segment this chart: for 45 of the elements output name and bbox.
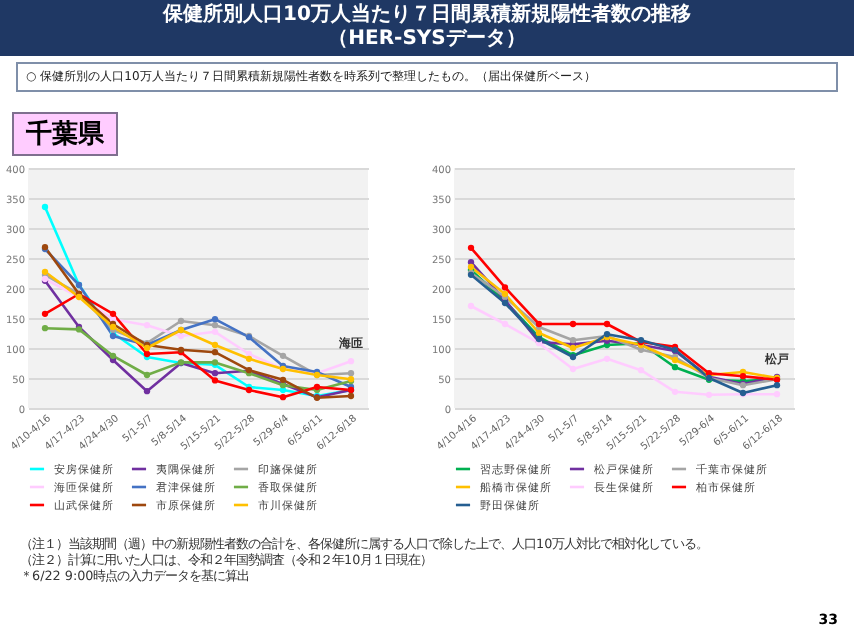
point bbox=[501, 320, 509, 328]
point bbox=[467, 302, 475, 310]
point bbox=[569, 320, 577, 328]
point bbox=[603, 320, 611, 328]
point bbox=[279, 376, 287, 383]
point bbox=[177, 317, 185, 325]
point bbox=[211, 349, 219, 356]
point bbox=[41, 325, 49, 332]
point bbox=[279, 386, 287, 394]
point bbox=[603, 355, 611, 362]
point bbox=[467, 259, 475, 266]
prefecture-label: 千葉県 bbox=[12, 112, 118, 156]
point bbox=[347, 358, 355, 365]
point bbox=[467, 244, 475, 251]
point bbox=[671, 388, 679, 395]
point bbox=[245, 355, 253, 362]
point bbox=[501, 284, 509, 291]
point bbox=[143, 388, 151, 395]
point bbox=[143, 322, 151, 329]
point bbox=[347, 392, 355, 400]
point bbox=[41, 310, 49, 317]
point bbox=[347, 370, 355, 377]
point bbox=[773, 382, 781, 389]
point bbox=[109, 352, 117, 359]
point bbox=[245, 350, 253, 358]
point bbox=[211, 377, 219, 384]
point bbox=[739, 373, 747, 380]
point bbox=[569, 365, 577, 373]
point bbox=[637, 346, 645, 353]
point bbox=[109, 310, 117, 317]
point bbox=[41, 203, 49, 211]
point bbox=[143, 371, 151, 379]
point bbox=[177, 332, 185, 340]
point bbox=[211, 370, 219, 377]
point bbox=[211, 322, 219, 329]
point bbox=[671, 364, 679, 371]
point bbox=[705, 391, 713, 398]
point bbox=[279, 352, 287, 359]
point bbox=[211, 341, 219, 349]
point bbox=[279, 394, 287, 401]
text: 保健所別人口10万人当たり７日間累積新規陽性者数の推移（HER-SYSデータ） bbox=[160, 4, 693, 52]
point bbox=[211, 316, 219, 323]
point bbox=[637, 367, 645, 374]
point bbox=[535, 329, 543, 337]
point bbox=[773, 391, 781, 398]
